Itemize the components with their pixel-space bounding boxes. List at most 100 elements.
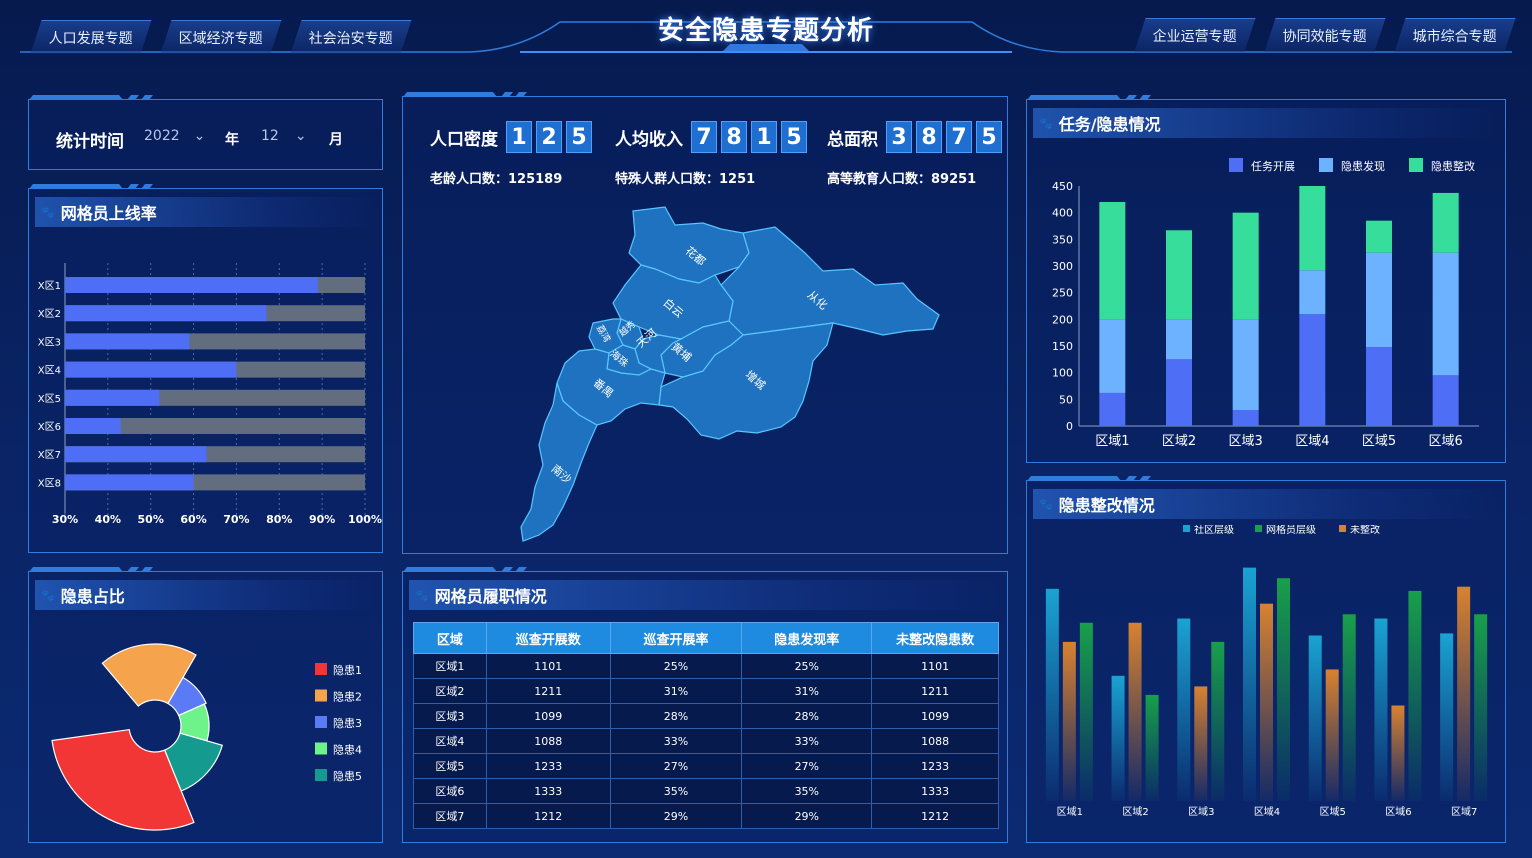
bar-segment [1232, 319, 1259, 410]
digit: 5 [781, 121, 807, 153]
bar-segment [1099, 319, 1126, 393]
bar-segment [1166, 230, 1192, 320]
bar [1111, 675, 1125, 801]
category-label: 区域1 [1095, 434, 1129, 449]
header-frame [20, 21, 1512, 53]
legend-swatch [1183, 525, 1190, 532]
bar-track [65, 418, 365, 434]
y-tick-label: 450 [1052, 180, 1073, 193]
table-row: 区域1 1101 25% 25% 1101 [413, 653, 999, 679]
y-tick-label: 300 [1052, 260, 1073, 273]
tab-security[interactable]: 社会治安专题 [290, 20, 412, 54]
digit: 7 [691, 121, 717, 153]
time-filter-label: 统计时间 [56, 132, 124, 152]
bar [1325, 669, 1339, 801]
column-header: 隐患发现率 [741, 622, 873, 654]
bar [1342, 614, 1356, 801]
bar-segment [1232, 410, 1259, 426]
tab-city[interactable]: 城市综合专题 [1394, 18, 1516, 52]
table-header-row: 区域 巡查开展数 巡查开展率 隐患发现率 未整改隐患数 [413, 622, 999, 654]
legend-label: 隐患发现 [1341, 159, 1385, 173]
table-row: 区域7 1212 29% 29% 1212 [413, 803, 999, 829]
bar [1211, 641, 1225, 801]
online-rate-title: 🐾 网格员上线率 [35, 197, 376, 227]
digit: 1 [506, 121, 532, 153]
bar [1243, 567, 1256, 801]
bar [1128, 622, 1142, 801]
bar [1260, 603, 1273, 801]
x-tick-label: 50% [138, 513, 164, 526]
table-cell: 1211 [485, 678, 611, 704]
page-title: 安全隐患专题分析 [657, 16, 874, 46]
online-rate-chart: 30% 40% 50% 60% 70% 80% 90% 100% X区1 X区2 X区3 X区4 X区5… [38, 263, 382, 526]
bar [1079, 622, 1093, 801]
map-region-conghua [720, 226, 940, 336]
category-label: 区域2 [1122, 805, 1148, 818]
map-region-huadu [628, 206, 750, 284]
bar [1194, 686, 1208, 801]
map-region-nansha [520, 382, 598, 542]
column-header: 巡查开展率 [609, 622, 743, 654]
table-row: 区域5 1233 27% 27% 1233 [413, 753, 999, 779]
table-cell: 1099 [485, 703, 611, 729]
category-label: 区域1 [1057, 805, 1083, 818]
chevron-down-icon: ⌄ [193, 128, 206, 144]
tab-population[interactable]: 人口发展专题 [30, 20, 152, 54]
tab-economy[interactable]: 区域经济专题 [160, 20, 282, 54]
x-tick-label: 100% [348, 513, 382, 526]
legend-swatch [1255, 525, 1262, 532]
legend-swatch [315, 689, 327, 702]
tab-enterprise[interactable]: 企业运营专题 [1134, 18, 1256, 52]
table-cell: 区域1 [413, 653, 487, 679]
legend-label: 未整改 [1350, 525, 1380, 536]
tab-synergy[interactable]: 协同效能专题 [1264, 18, 1386, 52]
table-cell: 区域7 [413, 803, 487, 829]
educated-count: 高等教育人口数：89251 [827, 172, 977, 187]
bar-segment [1299, 186, 1326, 271]
category-label: 区域3 [1229, 434, 1263, 449]
legend-swatch [1409, 158, 1423, 172]
paw-icon: 🐾 [41, 205, 55, 219]
table-cell: 1088 [485, 728, 611, 754]
table-cell: 27% [741, 753, 873, 779]
table-cell: 1212 [871, 803, 999, 829]
bar [65, 418, 121, 434]
category-label: 区域4 [1295, 434, 1329, 449]
area-label: 总面积 [827, 129, 878, 150]
bar [1177, 618, 1191, 801]
table-row: 区域2 1211 31% 31% 1211 [413, 678, 999, 704]
category-label: X区3 [38, 336, 61, 348]
rose-slice [101, 643, 197, 707]
table-cell: 1333 [485, 778, 611, 804]
rose-slice [167, 676, 207, 717]
paw-icon: 🐾 [415, 588, 429, 602]
digit: 5 [566, 121, 592, 153]
table-cell: 1233 [871, 753, 999, 779]
category-label: 区域7 [1451, 805, 1477, 818]
digit: 5 [976, 121, 1002, 153]
table-cell: 35% [741, 778, 873, 804]
legend-label: 隐患4 [333, 744, 362, 757]
month-select[interactable]: 12 ⌄ [261, 128, 307, 144]
bar [1440, 633, 1454, 801]
legend-swatch [1229, 158, 1243, 172]
special-count: 特殊人群人口数：1251 [615, 172, 756, 187]
bar-segment [1299, 270, 1326, 314]
category-label: X区1 [38, 280, 61, 292]
legend-swatch [315, 716, 327, 728]
table-cell: 区域6 [413, 778, 487, 804]
paw-icon: 🐾 [41, 588, 55, 602]
bar [1045, 588, 1059, 801]
bar-segment [1432, 375, 1459, 426]
rectification-title: 🐾 隐患整改情况 [1033, 489, 1499, 519]
paw-icon: 🐾 [1039, 497, 1053, 511]
y-tick-label: 200 [1052, 313, 1073, 326]
bar-segment [1166, 319, 1192, 360]
bar [1391, 705, 1405, 801]
hazard-ratio-title: 🐾 隐患占比 [35, 580, 376, 610]
year-select[interactable]: 2022 ⌄ [144, 128, 206, 144]
bar [65, 474, 194, 491]
table-cell: 1233 [485, 753, 611, 779]
table-cell: 区域4 [413, 728, 487, 754]
